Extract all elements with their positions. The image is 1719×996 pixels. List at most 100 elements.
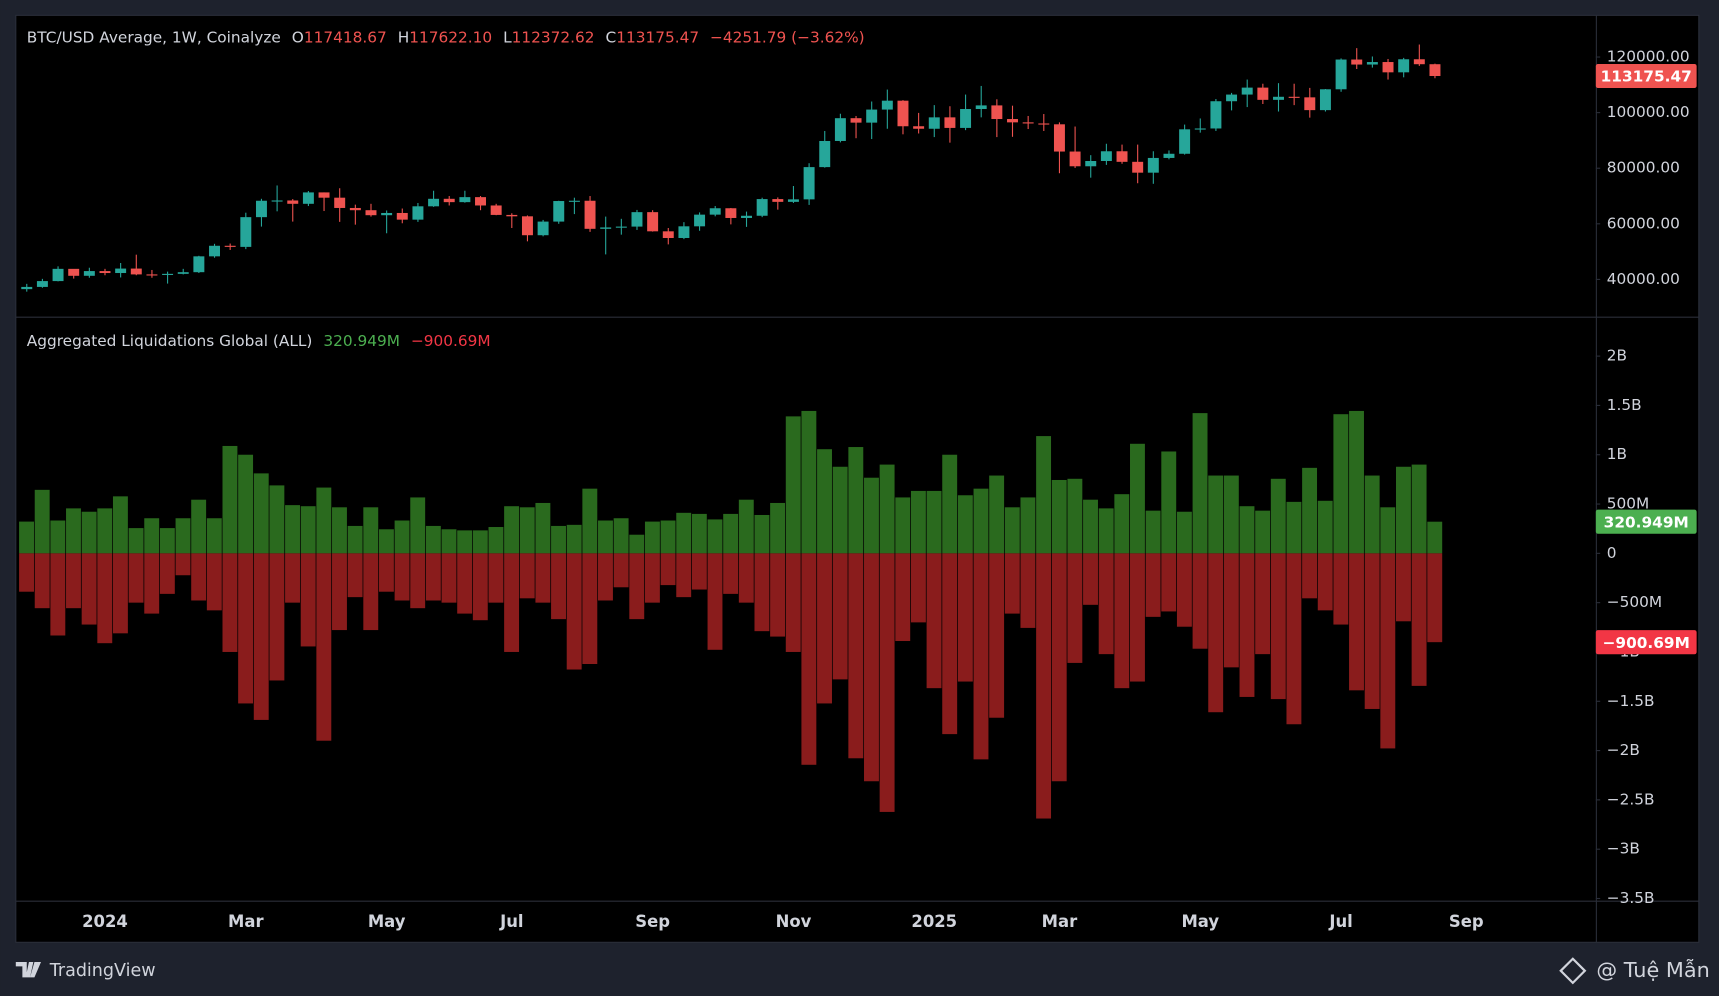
candle-body bbox=[1100, 151, 1112, 161]
bar bbox=[754, 553, 770, 632]
candle-body bbox=[68, 268, 80, 276]
candle-body bbox=[631, 212, 643, 227]
ohlc-value: 113175.47 bbox=[616, 28, 699, 46]
bar bbox=[1020, 553, 1036, 628]
bar bbox=[535, 502, 551, 554]
ohlc-label: L bbox=[503, 28, 512, 46]
bar bbox=[488, 553, 504, 603]
candle-body bbox=[1304, 97, 1316, 111]
bar bbox=[676, 553, 692, 598]
bar bbox=[817, 449, 832, 554]
bar bbox=[644, 521, 660, 554]
bar bbox=[1161, 553, 1177, 612]
bar bbox=[144, 553, 160, 614]
bar bbox=[1161, 451, 1177, 554]
bar bbox=[347, 525, 363, 554]
bar bbox=[989, 475, 1005, 554]
x-tick-label: Jul bbox=[499, 912, 523, 931]
bar bbox=[660, 553, 676, 586]
bar bbox=[551, 553, 566, 620]
y-tick-label: 2B bbox=[1607, 347, 1627, 365]
bar bbox=[1364, 553, 1380, 709]
candle-body bbox=[584, 200, 596, 229]
bar bbox=[1223, 475, 1239, 554]
bar bbox=[832, 466, 848, 554]
bar bbox=[1364, 475, 1380, 554]
brand-logo bbox=[15, 962, 42, 978]
bar bbox=[34, 489, 50, 554]
bar bbox=[879, 464, 895, 554]
marks: 40000.00 60000.00 80000.00 100000.00 120000.… bbox=[19, 44, 1697, 931]
bar bbox=[66, 508, 81, 554]
bar bbox=[644, 553, 660, 603]
bar bbox=[864, 477, 879, 554]
bar bbox=[1114, 553, 1130, 689]
bar bbox=[848, 553, 864, 759]
candle-body bbox=[803, 167, 815, 200]
candle-body bbox=[177, 272, 189, 274]
credit: @ Tuệ Mẫn bbox=[1559, 957, 1710, 985]
bar bbox=[1130, 443, 1145, 554]
bar bbox=[973, 553, 989, 760]
y-tick-label: −3.5B bbox=[1607, 889, 1655, 907]
bar bbox=[973, 488, 989, 554]
bar bbox=[269, 553, 285, 681]
x-tick-label: 2025 bbox=[911, 912, 957, 931]
candle-body bbox=[1179, 129, 1191, 154]
bar bbox=[1036, 436, 1052, 554]
bar bbox=[19, 553, 34, 592]
candle-body bbox=[1429, 64, 1441, 77]
bar bbox=[1427, 553, 1443, 643]
bar bbox=[957, 495, 973, 554]
candle-body bbox=[193, 256, 205, 273]
candle-body bbox=[475, 197, 486, 206]
candle-body bbox=[944, 117, 956, 128]
bar bbox=[253, 473, 269, 554]
candle-body bbox=[1116, 151, 1128, 162]
bar bbox=[425, 525, 441, 554]
candle-body bbox=[678, 226, 690, 238]
bar bbox=[363, 507, 379, 554]
candle-body bbox=[1132, 161, 1144, 173]
bar bbox=[1098, 553, 1114, 655]
bar bbox=[598, 520, 613, 554]
bar bbox=[1067, 553, 1083, 663]
candle-body bbox=[928, 117, 940, 129]
bar bbox=[300, 506, 316, 554]
bar bbox=[1036, 553, 1052, 819]
candle-body bbox=[146, 274, 158, 276]
bar bbox=[1083, 553, 1098, 605]
bar bbox=[613, 518, 629, 554]
bar bbox=[1270, 478, 1286, 554]
bar bbox=[1239, 553, 1255, 697]
x-tick-label: May bbox=[368, 912, 406, 931]
candle-body bbox=[537, 221, 549, 236]
bar bbox=[738, 499, 754, 554]
ohlc-value: 117622.10 bbox=[409, 28, 492, 46]
bar bbox=[159, 553, 175, 594]
x-tick-label: 2024 bbox=[82, 912, 128, 931]
bar bbox=[378, 553, 394, 592]
candle-body bbox=[21, 286, 33, 290]
bar bbox=[660, 520, 676, 554]
bar bbox=[332, 553, 347, 631]
bar bbox=[50, 553, 66, 636]
bar bbox=[1098, 508, 1114, 554]
change: −4251.79 (−3.62%) bbox=[710, 28, 865, 46]
y-tick-label: 120000.00 bbox=[1607, 48, 1690, 66]
bar bbox=[472, 553, 488, 621]
bar bbox=[895, 497, 911, 554]
bar bbox=[378, 529, 394, 554]
bar bbox=[1051, 479, 1067, 554]
candle-body bbox=[709, 208, 721, 215]
last-value-label: 320.949M bbox=[1604, 513, 1689, 531]
bar bbox=[1411, 464, 1427, 554]
bar bbox=[1333, 553, 1349, 625]
ohlc-value: 112372.62 bbox=[512, 28, 595, 46]
candle-body bbox=[412, 206, 424, 220]
bar bbox=[206, 553, 222, 611]
bar bbox=[1396, 553, 1411, 622]
candle-body bbox=[255, 200, 267, 218]
bar bbox=[629, 553, 645, 620]
candle-body bbox=[600, 227, 612, 229]
